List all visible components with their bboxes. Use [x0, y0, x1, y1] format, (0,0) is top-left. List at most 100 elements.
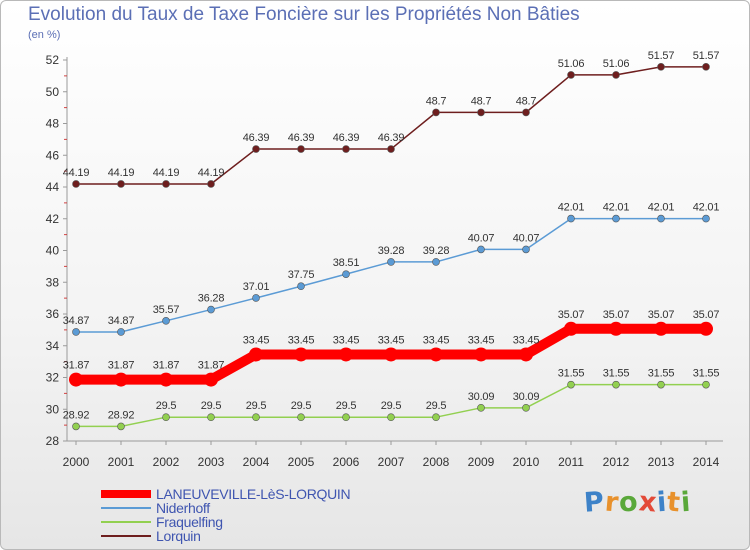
data-label: 35.07	[558, 309, 585, 321]
data-label: 35.07	[603, 309, 630, 321]
data-point	[567, 214, 575, 223]
data-label: 48.7	[516, 95, 537, 107]
y-tick-label: 42	[46, 212, 60, 226]
data-label: 31.87	[198, 360, 225, 372]
data-point	[207, 305, 215, 314]
data-point	[699, 321, 713, 336]
data-label: 33.45	[513, 334, 540, 346]
data-point	[612, 71, 620, 79]
data-label: 39.28	[378, 245, 405, 257]
legend-label: LANEUVEVILLE-LèS-LORQUIN	[156, 486, 351, 502]
logo-letter: i	[680, 486, 693, 519]
data-point	[609, 321, 623, 336]
data-label: 46.39	[288, 132, 315, 144]
data-point	[297, 413, 305, 421]
y-tick-label: 32	[46, 371, 60, 385]
data-label: 31.87	[108, 360, 135, 372]
y-tick-label: 50	[46, 85, 60, 99]
x-tick-label: 2009	[468, 455, 495, 469]
data-point	[612, 380, 620, 389]
y-tick-label: 36	[46, 307, 60, 321]
x-tick-label: 2004	[243, 455, 270, 469]
data-point	[117, 422, 125, 431]
data-label: 31.55	[558, 368, 585, 380]
data-point	[429, 347, 443, 362]
data-label: 46.39	[333, 132, 360, 144]
data-label: 29.5	[291, 400, 312, 412]
y-tick-label: 34	[46, 339, 60, 353]
data-point	[477, 245, 485, 254]
series-niderhoff: 34.87 34.87 35.57 36.28 37.01 37.75 38.51 39.28…	[63, 202, 720, 336]
data-label: 48.7	[471, 95, 492, 107]
data-point	[564, 321, 578, 336]
legend-swatch	[101, 507, 151, 509]
x-tick-label: 2013	[648, 455, 675, 469]
y-tick-label: 46	[46, 148, 60, 162]
data-point	[702, 214, 710, 223]
x-tick-label: 2010	[513, 455, 540, 469]
data-point	[72, 328, 80, 336]
data-point	[387, 413, 395, 421]
data-label: 35.57	[153, 304, 180, 316]
x-tick-label: 2001	[108, 455, 135, 469]
data-label: 39.28	[423, 245, 450, 257]
data-label: 31.55	[603, 368, 630, 380]
x-tick-label: 2006	[333, 455, 360, 469]
x-tick-label: 2003	[198, 455, 225, 469]
data-point	[522, 404, 530, 412]
data-point	[474, 347, 488, 362]
data-point	[519, 347, 533, 362]
data-point	[114, 372, 128, 387]
data-label: 37.75	[288, 269, 315, 281]
data-label: 30.09	[513, 391, 540, 403]
data-point	[339, 347, 353, 362]
logo-letter: o	[618, 486, 640, 519]
data-label: 33.45	[378, 334, 405, 346]
data-point	[432, 258, 440, 266]
data-label: 51.06	[558, 58, 585, 70]
legend-swatch	[101, 490, 151, 498]
data-label: 34.87	[63, 315, 90, 327]
data-point	[162, 413, 170, 421]
legend-label: Lorquin	[156, 528, 201, 544]
data-label: 34.87	[108, 315, 135, 327]
data-label: 51.57	[693, 50, 720, 62]
data-point	[657, 380, 665, 389]
data-label: 44.19	[63, 167, 90, 179]
data-label: 31.87	[153, 360, 180, 372]
y-tick-label: 28	[46, 434, 60, 448]
data-point	[297, 145, 305, 153]
data-point	[657, 214, 665, 223]
data-point	[252, 145, 260, 153]
chart-subtitle: (en %)	[28, 29, 61, 41]
data-point	[294, 347, 308, 362]
y-tick-label: 40	[46, 244, 60, 258]
legend-label: Fraquelfing	[156, 514, 223, 530]
data-label: 28.92	[108, 409, 135, 421]
legend-swatch	[101, 535, 151, 537]
data-point	[567, 71, 575, 79]
data-point	[162, 180, 170, 188]
data-point	[702, 63, 710, 71]
data-label: 51.57	[648, 50, 675, 62]
data-label: 42.01	[693, 202, 720, 214]
data-label: 29.5	[201, 400, 222, 412]
legend-label: Niderhoff	[156, 500, 210, 516]
data-point	[117, 180, 125, 188]
data-label: 40.07	[513, 232, 540, 244]
series-laneuveville-l-s-lorquin: 31.87 31.87 31.87 31.87 33.45 33.45 33.45 33.45…	[63, 309, 720, 387]
proxiti-logo: Proxiti	[583, 486, 693, 519]
data-label: 31.55	[693, 368, 720, 380]
series-lorquin: 44.19 44.19 44.19 44.19 46.39 46.39 46.39 46.39…	[63, 50, 720, 188]
data-label: 42.01	[603, 202, 630, 214]
data-point	[252, 413, 260, 421]
data-label: 33.45	[288, 334, 315, 346]
legend-swatch	[101, 521, 151, 523]
data-label: 44.19	[198, 167, 225, 179]
data-point	[657, 63, 665, 71]
data-label: 51.06	[603, 58, 630, 70]
data-point	[522, 108, 530, 117]
data-label: 31.55	[648, 368, 675, 380]
